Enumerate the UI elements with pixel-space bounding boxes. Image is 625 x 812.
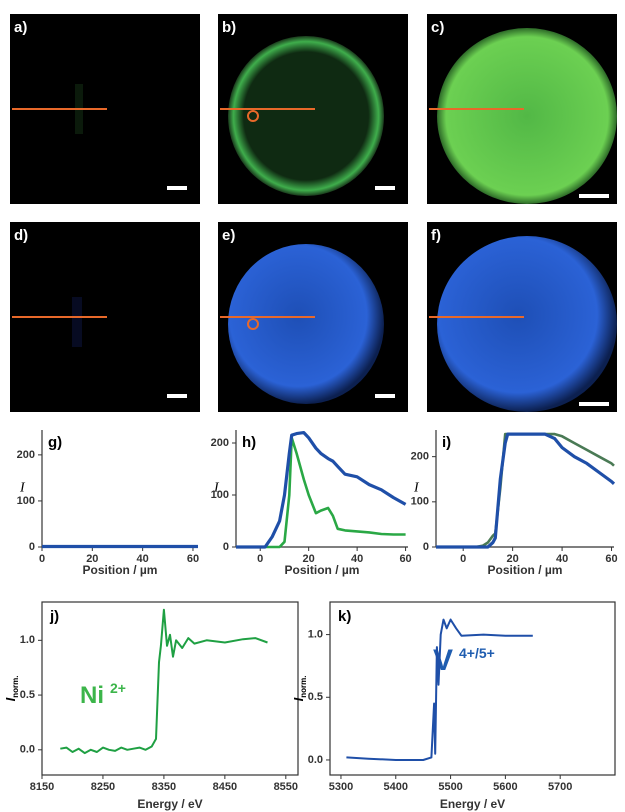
panel-label: j) <box>49 608 59 625</box>
plot-frame <box>41 601 299 776</box>
x-tick-label: 8150 <box>30 781 54 793</box>
y-tick-label: 100 <box>17 495 35 507</box>
panel-label: f) <box>431 227 441 244</box>
y-tick-label: 100 <box>211 489 229 501</box>
chart: 0 20 40 60 0 100 200 Position / µm Ig) <box>17 430 199 577</box>
chart: 5300 5400 5500 5600 5700 0.0 0.5 1.0 Energy / eV… <box>291 601 616 811</box>
y-tick-label: 1.0 <box>20 634 35 646</box>
y-tick-label: 0 <box>29 541 35 553</box>
panel-label: h) <box>242 434 256 451</box>
data-line <box>436 432 615 549</box>
x-axis-label: Position / µm <box>488 563 563 577</box>
x-axis-label: Position / µm <box>285 563 360 577</box>
y-axis-symbol: I <box>3 697 18 701</box>
x-axis-label: Energy / eV <box>137 797 202 811</box>
x-tick-label: 8450 <box>213 781 237 793</box>
y-axis-label: Inorm. <box>291 676 308 702</box>
chart: 0 20 40 60 0 100 200 Position / µm Ii) <box>411 430 618 577</box>
y-tick-label: 100 <box>411 496 429 508</box>
panel-label: i) <box>442 434 451 451</box>
spot-marker <box>247 318 259 330</box>
x-tick-label: 0 <box>39 553 45 565</box>
panel-label: g) <box>48 434 62 451</box>
y-axis-label: I <box>413 481 420 496</box>
y-tick-label: 200 <box>211 437 229 449</box>
y-tick-label: 200 <box>411 451 429 463</box>
x-tick-label: 60 <box>605 553 617 565</box>
panel-label: b) <box>222 19 236 36</box>
y-axis-label: Inorm. <box>3 676 20 702</box>
y-tick-label: 0.5 <box>20 689 35 701</box>
scale-bar <box>167 394 187 398</box>
x-tick-label: 8550 <box>274 781 298 793</box>
y-tick-label: 0 <box>223 541 229 553</box>
y-tick-label: 1.0 <box>308 629 323 641</box>
scale-bar <box>375 186 395 190</box>
annotation-sup: 4+/5+ <box>459 645 495 661</box>
scale-bar <box>375 394 395 398</box>
data-line <box>236 431 407 549</box>
data-line <box>346 618 533 761</box>
x-tick-label: 5600 <box>493 781 517 793</box>
x-axis-label: Position / µm <box>83 563 158 577</box>
data-line <box>60 608 268 755</box>
x-tick-label: 5300 <box>329 781 353 793</box>
y-axis-subscript: norm. <box>11 676 20 698</box>
y-axis-symbol: I <box>291 697 306 701</box>
panel-label: c) <box>431 19 444 36</box>
x-tick-label: 5400 <box>384 781 408 793</box>
chart: 8150 8250 8350 8450 8550 0.0 0.5 1.0 Energy / eV… <box>3 601 299 811</box>
y-axis-subscript: norm. <box>299 676 308 698</box>
y-tick-label: 0.0 <box>308 754 323 766</box>
x-tick-label: 5500 <box>438 781 462 793</box>
plot-frame <box>329 601 616 776</box>
x-tick-label: 40 <box>556 553 568 565</box>
x-tick-label: 8250 <box>91 781 115 793</box>
chart: 0 20 40 60 0 100 200 Position / µm Ih) <box>211 430 412 577</box>
panel-label: k) <box>338 608 351 625</box>
annotation: V 4+/5+ <box>433 644 495 677</box>
particle <box>437 236 617 412</box>
annotation: Ni 2+ <box>80 680 126 710</box>
x-tick-label: 8350 <box>152 781 176 793</box>
panel-label: e) <box>222 227 235 244</box>
particle <box>437 28 617 204</box>
scale-bar <box>579 194 609 198</box>
panel-label: d) <box>14 227 28 244</box>
x-tick-label: 20 <box>303 553 315 565</box>
scale-bar <box>167 186 187 190</box>
x-axis-label: Energy / eV <box>440 797 505 811</box>
x-tick-label: 40 <box>351 553 363 565</box>
x-tick-label: 0 <box>257 553 263 565</box>
x-tick-label: 20 <box>507 553 519 565</box>
y-tick-label: 200 <box>17 449 35 461</box>
y-axis-label: I <box>213 481 220 496</box>
x-tick-label: 0 <box>460 553 466 565</box>
scale-bar <box>579 402 609 406</box>
spot-marker <box>247 110 259 122</box>
data-line <box>436 432 616 549</box>
y-tick-label: 0 <box>423 541 429 553</box>
particle <box>228 36 384 196</box>
x-tick-label: 20 <box>86 553 98 565</box>
particle <box>228 244 384 404</box>
y-axis-label: I <box>19 481 26 496</box>
x-tick-label: 60 <box>187 553 199 565</box>
annotation-main: Ni <box>80 682 104 709</box>
data-line <box>236 436 406 549</box>
faint-signal <box>72 297 82 347</box>
annotation-sup: 2+ <box>110 680 126 696</box>
y-tick-label: 0.0 <box>20 744 35 756</box>
y-tick-label: 0.5 <box>308 691 323 703</box>
x-tick-label: 40 <box>137 553 149 565</box>
x-tick-label: 60 <box>399 553 411 565</box>
panel-label: a) <box>14 19 27 36</box>
x-tick-label: 5700 <box>548 781 572 793</box>
